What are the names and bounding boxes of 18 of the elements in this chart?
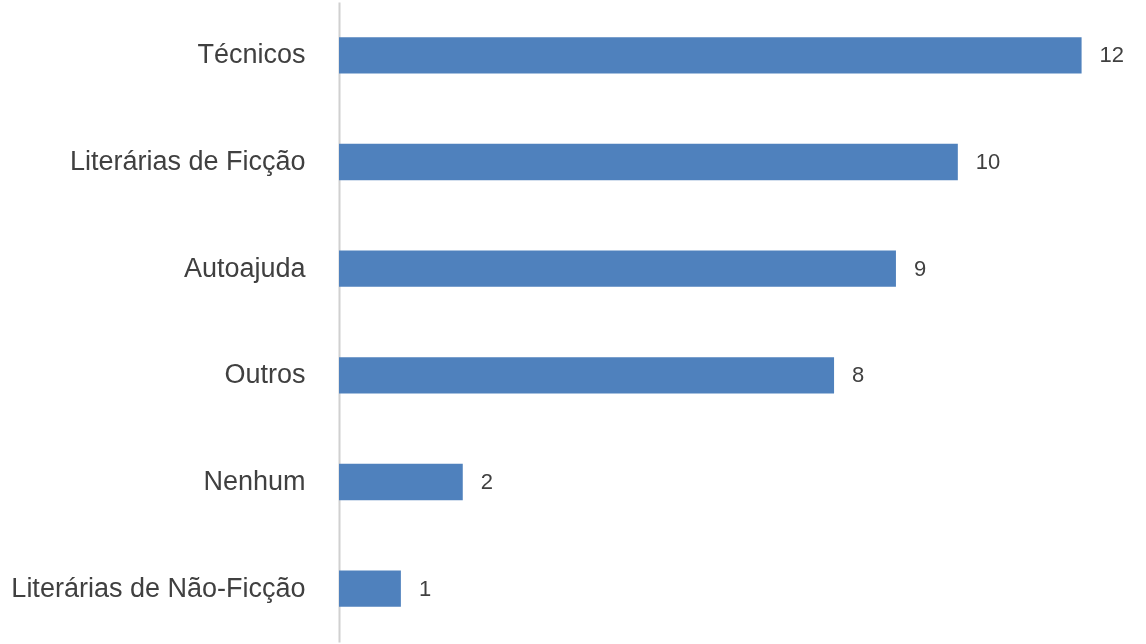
bar xyxy=(339,37,1082,74)
y-tick-label: Autoajuda xyxy=(183,252,307,283)
bar xyxy=(339,463,463,501)
data-label: 10 xyxy=(975,149,1001,174)
y-tick-label: Literárias de Ficção xyxy=(69,146,306,176)
y-tick-label: Técnicos xyxy=(197,39,306,70)
y-tick-label: Outros xyxy=(224,359,306,390)
data-label: 12 xyxy=(1099,42,1125,68)
bar xyxy=(339,357,835,394)
data-label: 8 xyxy=(852,362,865,388)
bar xyxy=(339,143,958,181)
data-label: 1 xyxy=(418,575,432,601)
y-tick-label: Literárias de Não-Ficção xyxy=(11,572,306,603)
y-tick-label: Nenhum xyxy=(203,466,306,496)
data-label: 2 xyxy=(480,469,494,494)
data-label: 9 xyxy=(913,255,927,281)
bar xyxy=(339,570,401,607)
bar xyxy=(339,250,896,287)
